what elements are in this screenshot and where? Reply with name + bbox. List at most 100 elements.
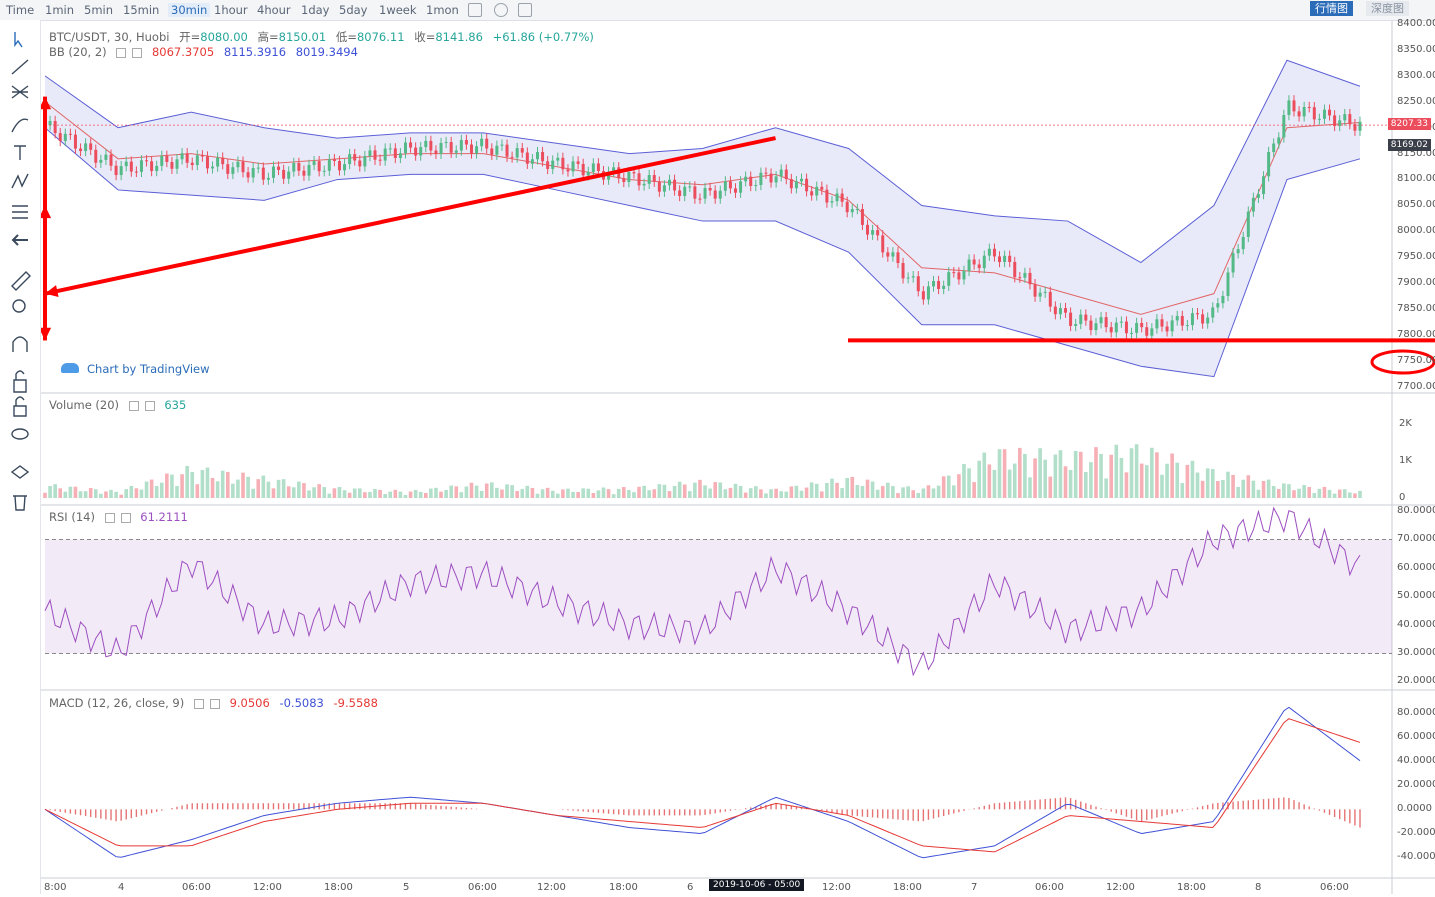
- watermark[interactable]: Chart by TradingView: [61, 362, 216, 376]
- candle-body: [388, 148, 392, 150]
- macd-line: [44, 706, 1361, 859]
- volume-bar: [302, 483, 306, 498]
- volume-bar: [972, 482, 976, 498]
- timeframe-1day[interactable]: 1day: [301, 3, 330, 17]
- timeframe-1min[interactable]: 1min: [45, 3, 75, 17]
- settings-icon[interactable]: [116, 47, 127, 58]
- candle-body: [383, 148, 387, 161]
- volume-bar: [373, 488, 377, 498]
- bb-lower-value: 8019.3494: [295, 45, 358, 59]
- volume-bar: [1028, 477, 1032, 498]
- volume-bar: [241, 472, 245, 498]
- settings-icon[interactable]: [128, 400, 139, 411]
- rsi-tick-label: 40.0000: [1397, 618, 1435, 630]
- price-tick-label: 8400.00: [1397, 18, 1435, 29]
- time-tick-label: 06:00: [1320, 882, 1349, 893]
- timeframe-1hour[interactable]: 1hour: [214, 3, 248, 17]
- tab-market-chart[interactable]: 行情图: [1310, 1, 1353, 16]
- volume-bar: [647, 490, 651, 498]
- candle-body: [1003, 255, 1007, 263]
- volume-bar: [149, 479, 154, 498]
- rsi-tick-label: 20.0000: [1397, 675, 1435, 687]
- trend-line-icon: [11, 59, 29, 75]
- volume-bar: [444, 489, 448, 498]
- timeframe-4hour[interactable]: 4hour: [257, 3, 291, 17]
- close-icon[interactable]: [209, 698, 220, 709]
- candle-body: [459, 139, 463, 151]
- candle-body: [1053, 306, 1057, 315]
- chart-type-icon[interactable]: [468, 3, 482, 17]
- volume-bar: [611, 494, 616, 498]
- candle-body: [1196, 313, 1200, 315]
- candle-body: [546, 161, 550, 169]
- timeframe-1week[interactable]: 1week: [379, 3, 417, 17]
- close-icon[interactable]: [144, 400, 155, 411]
- close-icon[interactable]: [120, 512, 131, 523]
- candle-body: [774, 176, 778, 183]
- candle-body: [307, 164, 311, 176]
- timeframe-30min[interactable]: 30min: [168, 3, 211, 17]
- settings-icon[interactable]: [494, 3, 508, 17]
- volume-bar: [784, 491, 789, 498]
- candle-body: [317, 161, 321, 172]
- volume-bar: [434, 487, 438, 498]
- timeframe-time[interactable]: Time: [6, 3, 35, 17]
- price-tick-label: 8300.00: [1397, 69, 1435, 81]
- time-tick-label: 18:00: [893, 882, 922, 893]
- volume-bar: [1170, 453, 1174, 498]
- candle-body: [271, 166, 275, 178]
- candle-body: [800, 178, 804, 182]
- volume-bar: [688, 491, 692, 498]
- close-icon[interactable]: [132, 47, 143, 58]
- timeframe-bar: Time 1min 5min 15min 30min 1hour 4hour 1day 5day…: [0, 0, 1435, 21]
- volume-bar: [175, 486, 179, 498]
- volume-bar: [454, 486, 459, 498]
- timeframe-5min[interactable]: 5min: [84, 3, 114, 17]
- open-label: 开=: [179, 30, 201, 44]
- volume-bar: [550, 490, 555, 498]
- candle-body: [794, 181, 798, 189]
- candle-body: [419, 147, 423, 156]
- candle-body: [510, 156, 514, 158]
- volume-bar: [525, 485, 530, 498]
- volume-bar: [276, 479, 281, 498]
- candle-body: [1170, 320, 1174, 332]
- fullscreen-icon[interactable]: [518, 3, 532, 17]
- candle-body: [667, 179, 671, 186]
- macd-name: MACD (12, 26, close, 9): [49, 696, 185, 710]
- price-tick-label: 7800.00: [1397, 328, 1435, 340]
- settings-icon[interactable]: [104, 512, 115, 523]
- volume-bar: [469, 482, 474, 498]
- volume-bar: [540, 489, 545, 498]
- candle-body: [1216, 303, 1220, 308]
- timeframe-1mon[interactable]: 1mon: [426, 3, 459, 17]
- settings-icon[interactable]: [193, 698, 204, 709]
- volume-value: 635: [164, 398, 187, 412]
- candle-body: [266, 177, 270, 180]
- rsi-value: 61.2111: [140, 510, 188, 524]
- candle-body: [195, 155, 199, 166]
- candle-body: [876, 230, 880, 236]
- hist-value: -9.5588: [333, 696, 378, 710]
- volume-bar: [820, 491, 824, 498]
- candle-body: [277, 166, 281, 170]
- candle-body: [749, 176, 753, 187]
- candle-body: [835, 193, 839, 202]
- timeframe-15min[interactable]: 15min: [123, 3, 160, 17]
- candle-body: [840, 193, 844, 202]
- timeframe-5day[interactable]: 5day: [339, 3, 368, 17]
- candle-body: [688, 186, 692, 188]
- tab-depth-chart[interactable]: 深度图: [1366, 1, 1409, 16]
- candle-body: [1074, 324, 1078, 326]
- candle-body: [764, 172, 768, 174]
- lock-drawings-icon: [13, 370, 27, 393]
- volume-bar: [875, 489, 880, 498]
- volume-bar: [967, 468, 971, 498]
- volume-bar: [870, 481, 875, 498]
- last-price-tag: 8207.33: [1387, 118, 1431, 130]
- time-tick-label: 5: [403, 882, 410, 893]
- candle-body: [784, 169, 788, 180]
- volume-bar: [667, 491, 672, 498]
- volume-bar: [1210, 469, 1215, 498]
